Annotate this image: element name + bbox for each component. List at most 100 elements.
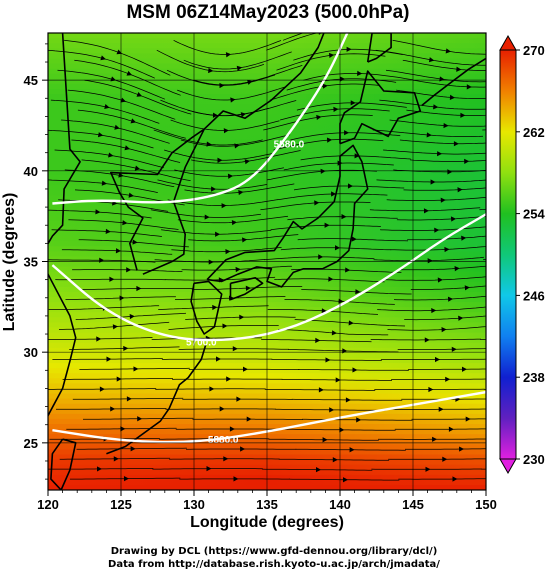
height-contour — [51, 213, 486, 342]
streamline-arrow — [120, 426, 126, 432]
streamline-arrow — [325, 357, 331, 363]
streamline-arrow — [434, 227, 440, 233]
streamline-arrow — [341, 214, 347, 220]
streamline-arrow — [314, 200, 320, 206]
streamline-arrow — [241, 237, 248, 243]
streamline-arrow — [101, 180, 107, 186]
streamline-arrow — [347, 183, 353, 189]
colorbar-top-arrow — [499, 34, 517, 51]
streamline-arrow — [461, 366, 467, 372]
streamline-arrow — [458, 315, 464, 321]
streamline-arrow — [114, 124, 120, 130]
x-axis-label: Longitude (degrees) — [190, 514, 344, 531]
streamline-arrow — [129, 313, 135, 320]
streamline-arrow — [96, 466, 102, 472]
coastline-shikoku — [229, 277, 264, 301]
colorbar-tick-label: 238 — [523, 370, 545, 385]
x-tick-label: 140 — [329, 497, 351, 512]
streamline-arrow — [456, 66, 462, 72]
streamline-arrow — [447, 296, 454, 302]
streamline-arrow — [538, 386, 543, 391]
streamline-arrow — [466, 84, 472, 90]
credit-drawing: Drawing by DCL (https://www.gfd-dennou.o… — [110, 546, 438, 557]
chart-title: MSM 06Z14May2023 (500.0hPa) — [126, 2, 409, 23]
streamline-arrow — [223, 128, 229, 134]
streamline-arrow — [104, 104, 110, 110]
streamline-arrow — [464, 285, 470, 291]
streamline-arrow — [345, 267, 351, 273]
streamline-arrow — [240, 446, 246, 452]
streamline-arrow — [332, 457, 338, 463]
streamline-arrow — [329, 407, 335, 413]
streamline-arrow — [235, 266, 241, 273]
streamline-arrow — [437, 151, 443, 157]
streamline-arrow — [100, 55, 106, 61]
height-contours: 5580.0 5700.0 5880.0 — [51, 33, 486, 446]
height-contour — [52, 390, 486, 444]
streamline-arrow — [445, 376, 451, 382]
streamline-arrow — [348, 320, 354, 326]
streamline-arrow — [316, 114, 322, 121]
coastline-russia-coast — [203, 33, 325, 130]
x-tick-label: 145 — [402, 497, 424, 512]
y-tick-label: 40 — [24, 164, 38, 179]
streamline-arrow — [239, 314, 245, 320]
streamline-arrow — [320, 168, 326, 174]
streamline-arrow — [204, 214, 210, 220]
streamline — [513, 185, 548, 190]
streamline-arrow — [457, 187, 463, 193]
streamline-arrow — [232, 346, 238, 352]
streamline-arrow — [454, 266, 460, 272]
streamline-arrow — [433, 104, 439, 110]
streamline-arrow — [212, 304, 218, 311]
streamline-arrow — [460, 112, 466, 118]
streamline-arrow — [444, 246, 450, 253]
streamline — [282, 33, 305, 41]
streamline-arrow — [315, 467, 321, 473]
streamline-arrow — [116, 376, 122, 382]
streamline-arrow — [126, 267, 132, 273]
streamline-arrow — [544, 356, 548, 361]
streamline-arrow — [543, 93, 548, 99]
contour-label: 5580.0 — [274, 140, 305, 151]
y-tick-label: 45 — [24, 73, 38, 88]
streamline — [523, 76, 548, 80]
streamline-arrow — [219, 406, 225, 412]
streamline-arrow — [244, 159, 250, 165]
streamline-arrow — [346, 46, 352, 52]
streamline-arrow — [322, 437, 328, 443]
streamline-arrow — [238, 189, 244, 196]
streamline — [521, 419, 548, 420]
streamline — [489, 94, 548, 100]
streamline-arrow — [342, 477, 348, 483]
streamline-arrow — [540, 172, 545, 178]
coastline-ryukyu — [106, 344, 207, 455]
streamline-arrow — [430, 179, 436, 185]
colorbar-scale — [499, 49, 517, 460]
streamline-arrow — [130, 118, 137, 124]
colorbar: 230 238 246 254 262 270 — [499, 34, 545, 475]
x-tick-label: 150 — [475, 497, 497, 512]
streamline-arrow — [345, 397, 351, 403]
streamline-arrow — [126, 70, 133, 76]
streamline-arrow — [136, 285, 142, 292]
streamline-arrow — [206, 141, 212, 147]
streamline — [266, 33, 318, 51]
streamline-arrow — [136, 91, 143, 97]
coastlines — [48, 33, 486, 490]
streamline-arrow — [464, 158, 470, 164]
streamline-arrow — [543, 222, 548, 228]
streamline-arrow — [322, 83, 328, 89]
streamline-arrow — [331, 330, 337, 336]
lat-lon-grid — [48, 33, 486, 490]
streamline-arrow — [230, 97, 236, 103]
y-tick-label: 35 — [24, 255, 38, 270]
streamline-arrow — [355, 289, 361, 295]
y-axis-label: Latitude (degrees) — [1, 193, 18, 332]
x-tick-label: 135 — [256, 497, 278, 512]
streamline-arrow — [321, 308, 327, 314]
streamline-arrow — [426, 132, 432, 138]
contour-label: 5700.0 — [186, 337, 217, 348]
coastline-kyushu — [190, 280, 223, 335]
streamline-arrow — [113, 456, 119, 462]
